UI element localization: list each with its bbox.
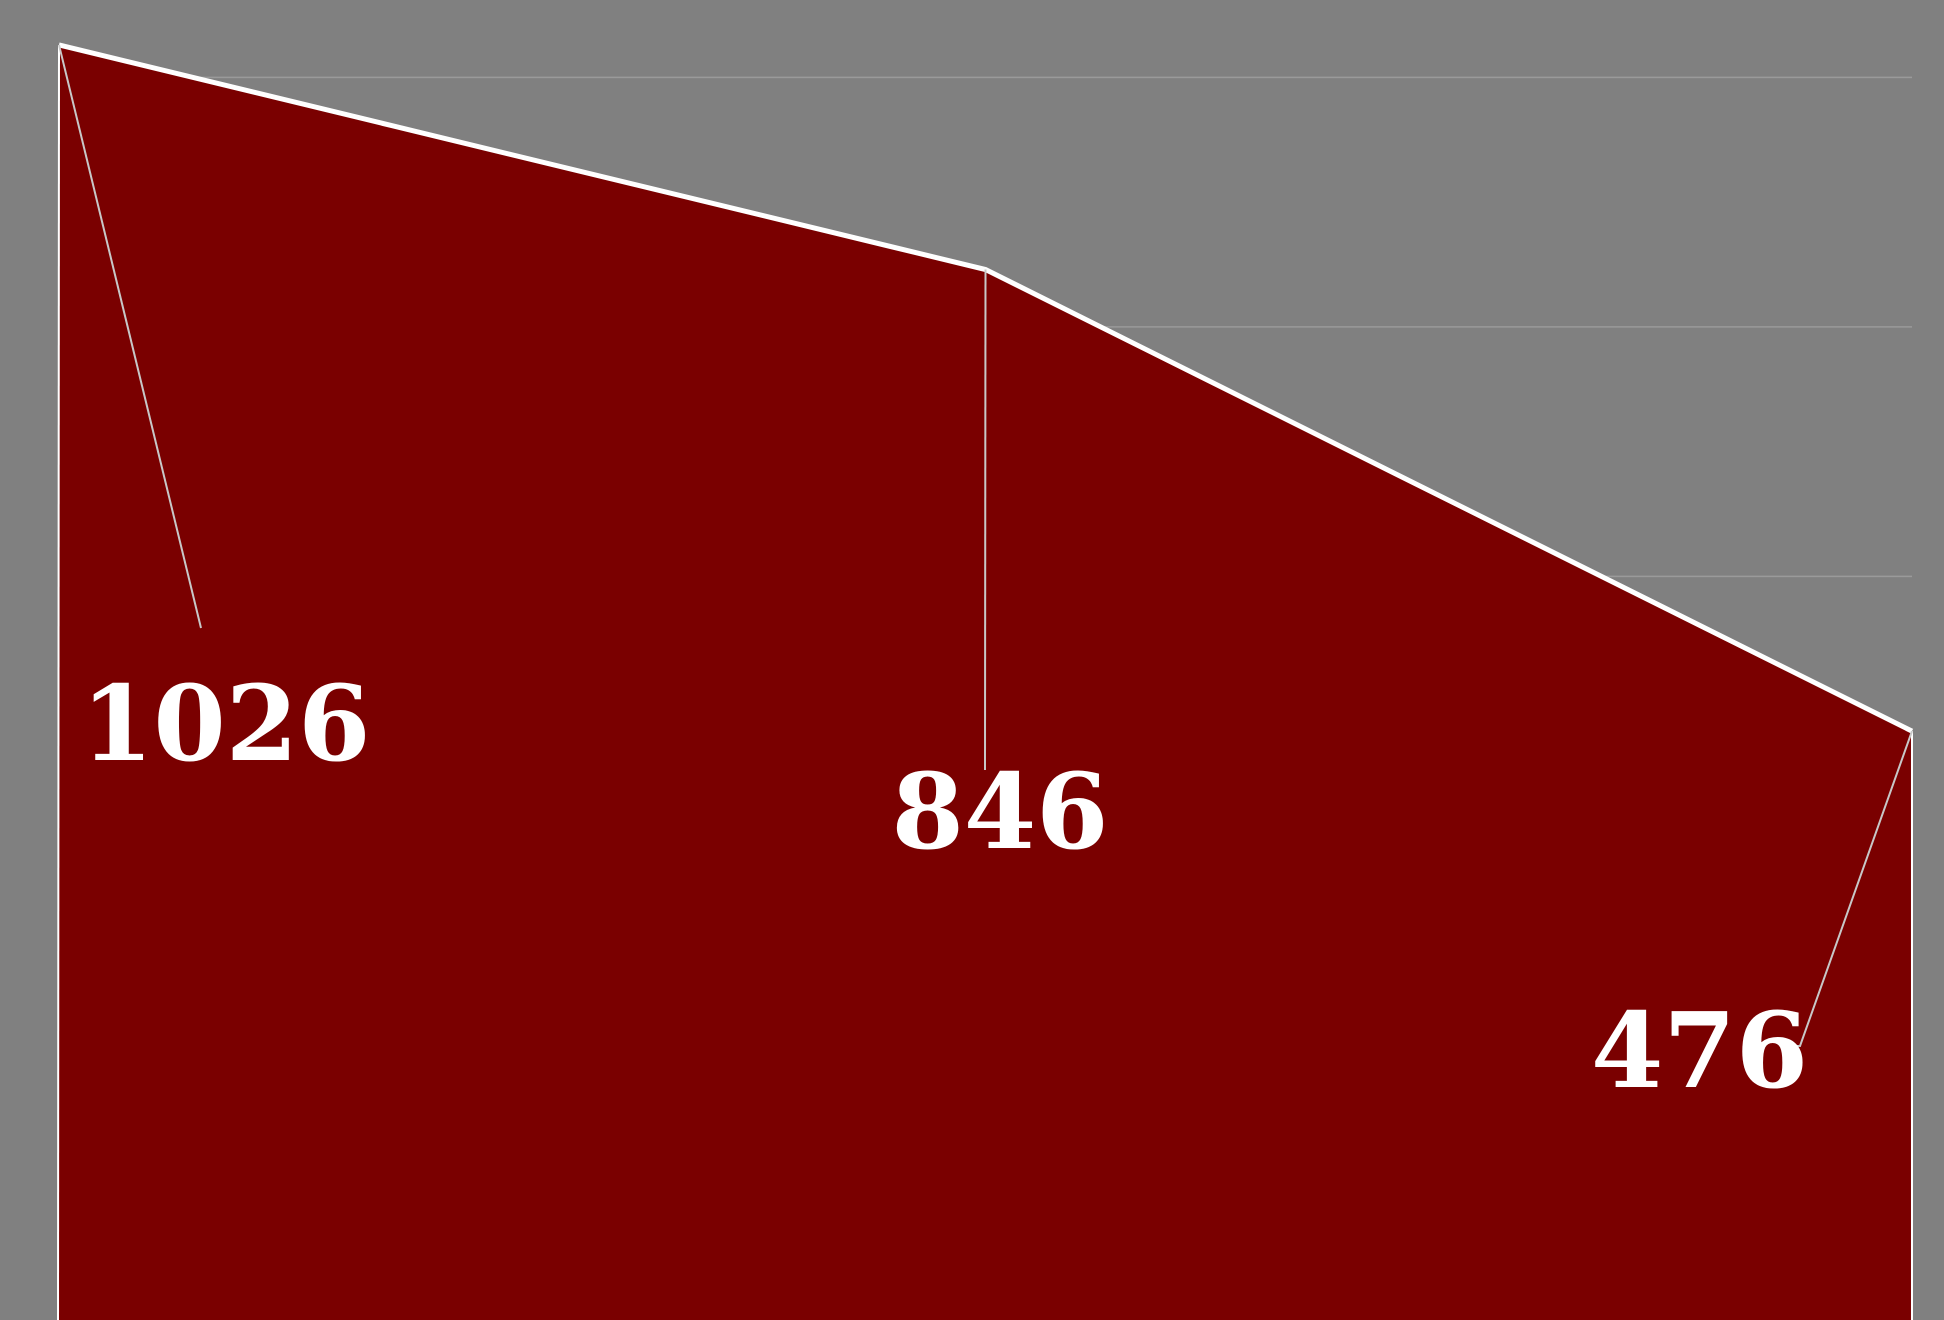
leader-line-2: [984, 269, 987, 771]
data-label-2: 846: [891, 750, 1108, 873]
data-label-3: 476: [1591, 989, 1808, 1112]
data-label-1: 1026: [81, 662, 370, 785]
data-labels: 1026 846 476: [81, 662, 1808, 1112]
label-leaders: [58, 44, 1913, 1047]
leader-line-3: [1789, 730, 1913, 1047]
area-left-edge: [57, 44, 60, 1320]
leader-line-1: [58, 44, 202, 629]
